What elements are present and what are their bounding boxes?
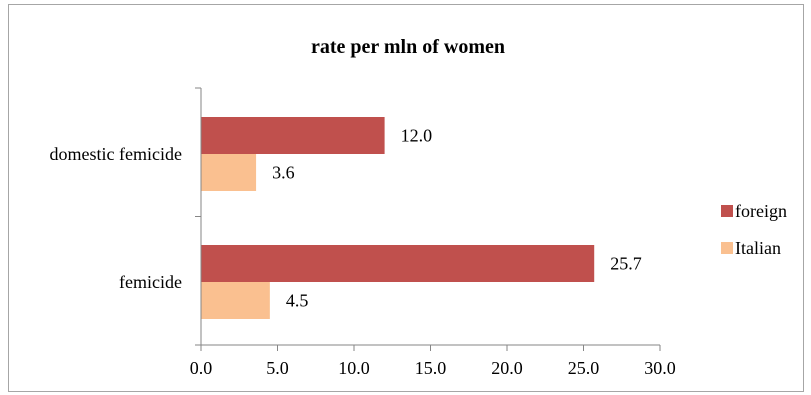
chart-frame	[8, 4, 804, 392]
plot-area: 12.0 25.7 3.6 4.5 domestic femicide femicide 0…	[50, 87, 676, 378]
bar-italian-0	[201, 154, 257, 191]
legend-swatch-foreign	[721, 205, 733, 217]
x-tick-label: 0.0	[190, 358, 213, 378]
x-tick-label: 30.0	[644, 358, 676, 378]
bar-foreign-0	[201, 117, 385, 154]
x-tick-label: 10.0	[338, 358, 370, 378]
x-tick-label: 20.0	[491, 358, 523, 378]
x-tick-label: 5.0	[266, 358, 289, 378]
category-label: domestic femicide	[50, 144, 182, 164]
legend-label-italian: Italian	[735, 238, 781, 258]
data-label: 25.7	[610, 254, 642, 274]
bar-italian-1	[201, 282, 270, 319]
data-label: 12.0	[401, 126, 433, 146]
data-label: 3.6	[272, 163, 295, 183]
legend: foreign Italian	[721, 201, 787, 258]
data-label: 4.5	[286, 291, 309, 311]
bar-foreign-1	[201, 245, 595, 282]
chart-title: rate per mln of women	[311, 36, 505, 58]
legend-label-foreign: foreign	[735, 201, 787, 221]
legend-swatch-italian	[721, 242, 733, 254]
x-tick-label: 15.0	[415, 358, 447, 378]
x-tick-label: 25.0	[568, 358, 600, 378]
category-label: femicide	[119, 272, 182, 292]
